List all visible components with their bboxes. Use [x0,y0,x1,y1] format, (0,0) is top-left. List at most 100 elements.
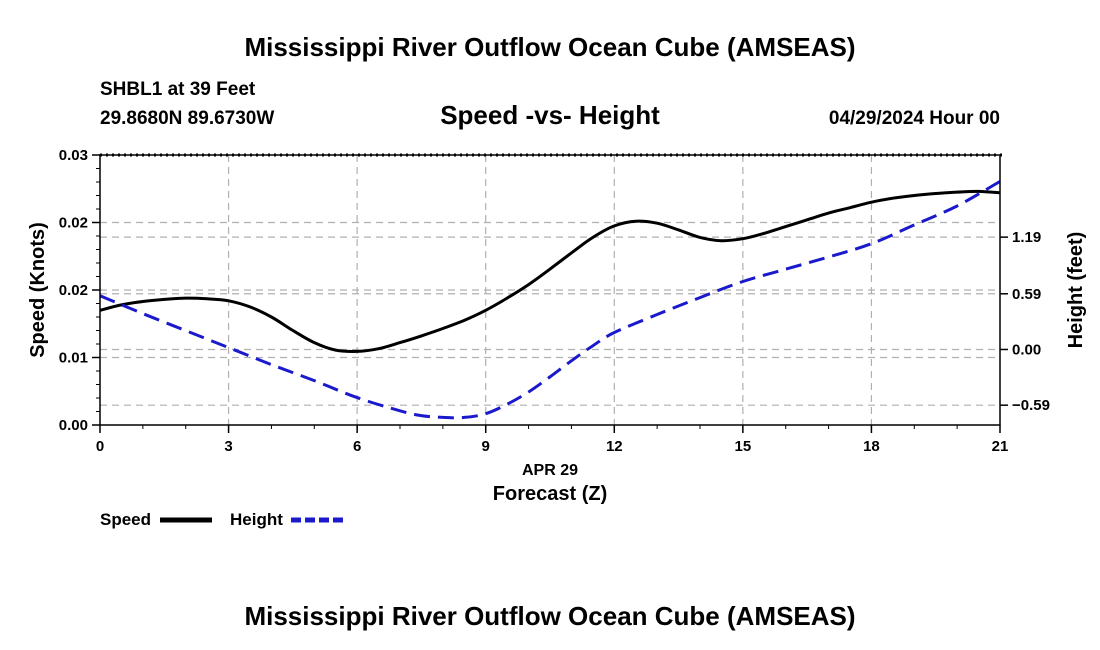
x-axis-title: Forecast (Z) [493,483,607,505]
border-dot [982,153,984,157]
border-dot [568,153,570,157]
border-dot [490,153,492,157]
border-dot [250,153,252,157]
border-dot [100,153,102,157]
x-tick-label: 21 [992,438,1009,455]
border-dot [208,153,210,157]
legend: Speed Height [100,510,343,529]
border-dot [646,153,648,157]
border-dot [118,153,120,157]
x-date-label: APR 29 [522,462,578,479]
border-dot [886,153,888,157]
border-dot [454,153,456,157]
border-dot [220,153,222,157]
border-dot [934,153,936,157]
border-dot [346,153,348,157]
border-dot [286,153,288,157]
border-dot [826,153,828,157]
border-dot [658,153,660,157]
border-dot [682,153,684,157]
border-dot [598,153,600,157]
border-dot [784,153,786,157]
legend-speed-label: Speed [100,510,151,529]
border-dot [856,153,858,157]
chart-title: Mississippi River Outflow Ocean Cube (AM… [244,32,855,62]
border-dot [424,153,426,157]
border-dot [496,153,498,157]
x-tick-label: 6 [353,438,361,455]
border-dot [550,153,552,157]
border-dot [790,153,792,157]
border-dot [712,153,714,157]
border-dot [736,153,738,157]
border-dot [628,153,630,157]
chart-subtitle: Speed -vs- Height [440,100,660,130]
axes: 0 3 6 9 12 15 18 21 0.00 0.01 0.02 0.02 0.03 −0.59 0.0… [59,147,1050,455]
border-dot [718,153,720,157]
x-tick-label: 15 [735,438,752,455]
border-dot [670,153,672,157]
border-dot [664,153,666,157]
border-dot [106,153,108,157]
border-dot [112,153,114,157]
border-dot [412,153,414,157]
border-dot [148,153,150,157]
border-dot [376,153,378,157]
top-border-dots [100,153,1002,157]
border-dot [160,153,162,157]
border-dot [154,153,156,157]
border-dot [634,153,636,157]
border-dot [928,153,930,157]
border-dot [292,153,294,157]
border-dot [748,153,750,157]
border-dot [832,153,834,157]
y2-axis-title: Height (feet) [1065,232,1087,349]
border-dot [976,153,978,157]
border-dot [676,153,678,157]
series-line-height [99,180,1001,420]
border-dot [124,153,126,157]
border-dot [196,153,198,157]
border-dot [238,153,240,157]
border-dot [1000,153,1002,157]
border-dot [850,153,852,157]
border-dot [358,153,360,157]
data-series [99,180,1001,420]
border-dot [910,153,912,157]
border-dot [952,153,954,157]
border-dot [592,153,594,157]
border-dot [214,153,216,157]
border-dot [706,153,708,157]
y2-tick-label: −0.59 [1012,397,1050,414]
border-dot [808,153,810,157]
datetime-label: 04/29/2024 Hour 00 [829,108,1000,129]
y2-tick-label: 0.00 [1012,341,1041,358]
border-dot [904,153,906,157]
border-dot [466,153,468,157]
border-dot [544,153,546,157]
border-dot [874,153,876,157]
border-dot [760,153,762,157]
y-tick-label: 0.02 [59,282,88,299]
border-dot [484,153,486,157]
border-dot [268,153,270,157]
border-dot [772,153,774,157]
footer-title: Mississippi River Outflow Ocean Cube (AM… [244,601,855,631]
border-dot [520,153,522,157]
border-dot [178,153,180,157]
border-dot [298,153,300,157]
border-dot [136,153,138,157]
border-dot [964,153,966,157]
border-dot [814,153,816,157]
border-dot [142,153,144,157]
y-tick-label: 0.01 [59,350,88,367]
border-dot [988,153,990,157]
border-dot [538,153,540,157]
border-dot [892,153,894,157]
border-dot [262,153,264,157]
x-tick-label: 3 [224,438,232,455]
border-dot [724,153,726,157]
series-line-speed [99,189,1001,353]
border-dot [880,153,882,157]
